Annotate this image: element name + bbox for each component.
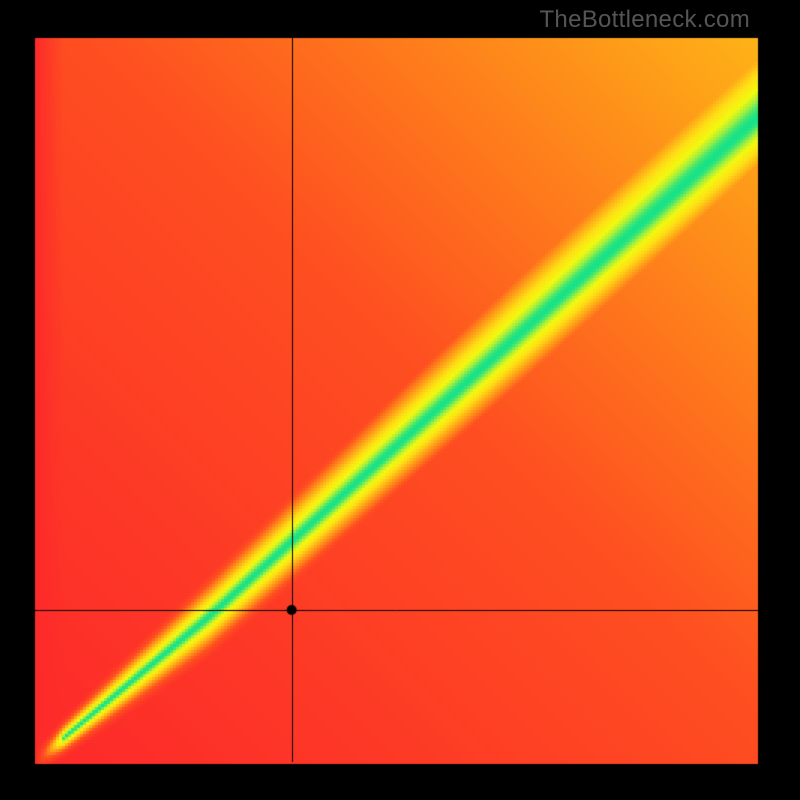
bottleneck-heatmap [0, 0, 800, 800]
watermark-text: TheBottleneck.com [539, 6, 750, 34]
